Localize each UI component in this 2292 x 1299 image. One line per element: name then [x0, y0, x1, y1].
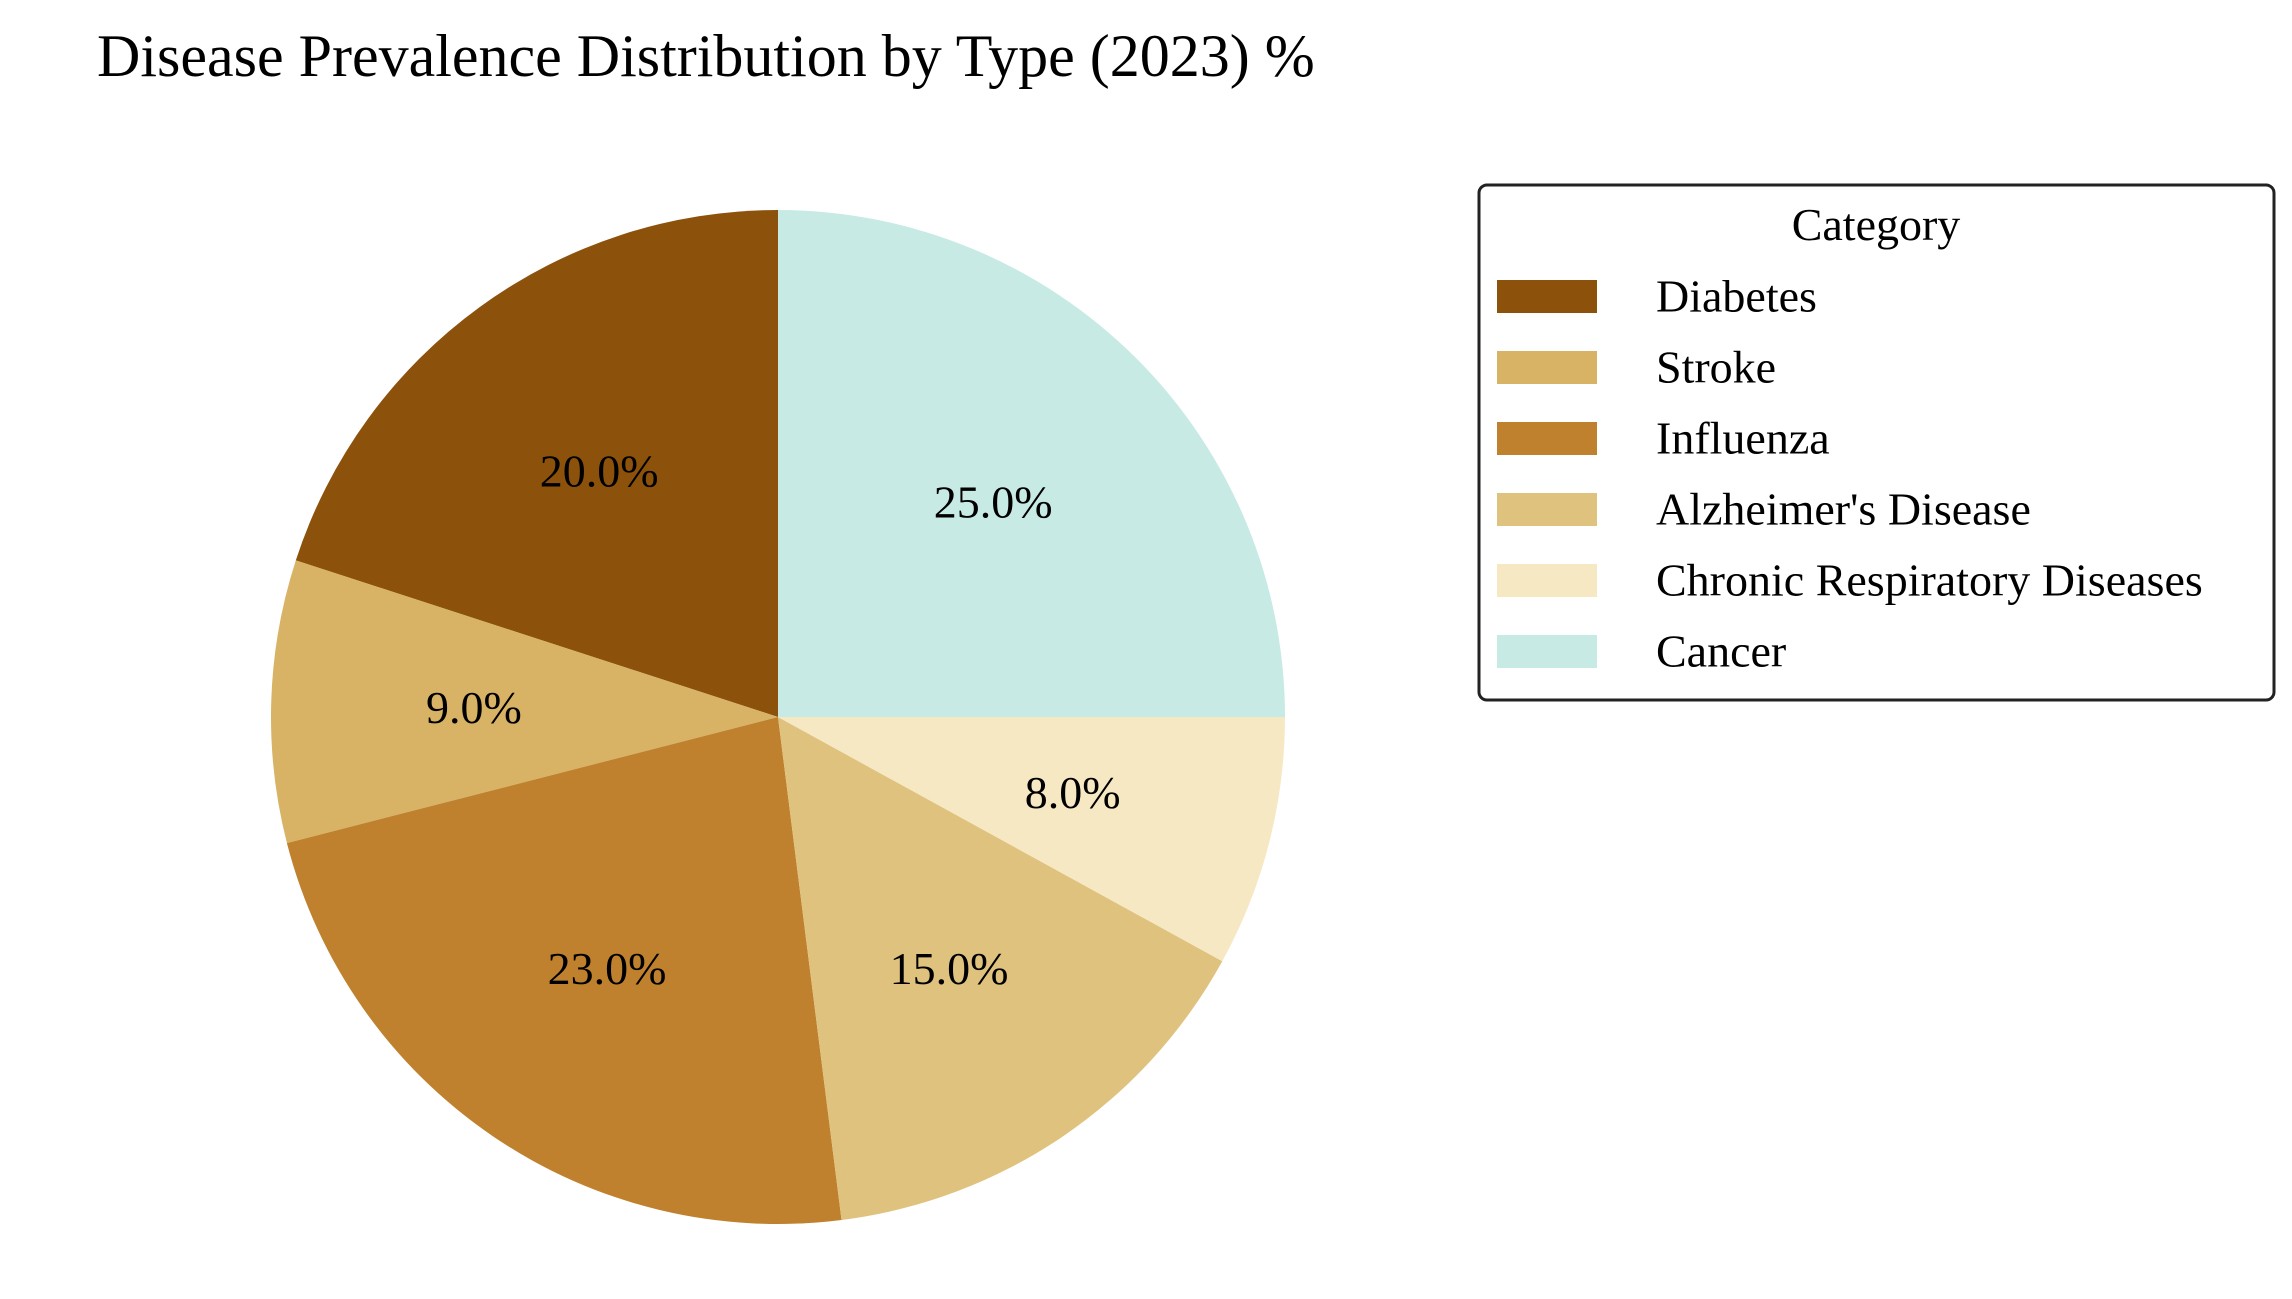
legend-items: Diabetes Stroke Influenza Alzheimer's Disea…	[1497, 271, 2203, 677]
legend-label-diabetes: Diabetes	[1656, 271, 1817, 322]
pie-slice-chronic-respiratory-diseases	[778, 717, 1285, 962]
legend-label-cancer: Cancer	[1656, 626, 1786, 677]
legend-item-stroke: Stroke	[1497, 342, 1776, 393]
legend-item-chronic-respiratory-diseases: Chronic Respiratory Diseases	[1497, 555, 2203, 606]
legend-item-cancer: Cancer	[1497, 626, 1786, 677]
legend: Category Diabetes Stroke Influenza Alzheime…	[1477, 183, 2276, 702]
pie-slice-alzheimer-s-disease	[778, 717, 1223, 1221]
pie-slice-diabetes	[295, 210, 778, 717]
chart-title: Disease Prevalence Distribution by Type …	[97, 23, 1315, 89]
pie-slice-cancer	[778, 210, 1285, 717]
legend-item-alzheimer-s-disease: Alzheimer's Disease	[1497, 484, 2031, 535]
pie-label-diabetes: 20.0%	[540, 445, 659, 496]
pie-label-cancer: 25.0%	[934, 476, 1053, 527]
pie-slice-influenza	[286, 717, 842, 1225]
legend-swatch-stroke	[1497, 351, 1597, 384]
pie-slices	[271, 210, 1285, 1225]
legend-swatch-diabetes	[1497, 280, 1597, 313]
legend-swatch-alzheimer-s-disease	[1497, 493, 1597, 526]
legend-item-diabetes: Diabetes	[1497, 271, 1817, 322]
pie-percent-labels: 20.0% 9.0% 23.0% 15.0% 8.0% 25.0%	[426, 445, 1121, 994]
pie-slice-stroke	[271, 560, 778, 844]
legend-label-stroke: Stroke	[1656, 342, 1776, 393]
legend-swatch-influenza	[1497, 422, 1597, 455]
pie-label-alzheimer-s-disease: 15.0%	[890, 943, 1009, 994]
pie-label-influenza: 23.0%	[548, 943, 667, 994]
legend-item-influenza: Influenza	[1497, 413, 1830, 464]
legend-swatch-cancer	[1497, 635, 1597, 668]
legend-label-alzheimer-s-disease: Alzheimer's Disease	[1656, 484, 2031, 535]
legend-label-chronic-respiratory-diseases: Chronic Respiratory Diseases	[1656, 555, 2203, 606]
legend-title: Category	[1792, 199, 1961, 250]
legend-frame	[1477, 183, 2276, 702]
pie-label-stroke: 9.0%	[426, 682, 522, 733]
legend-swatch-chronic-respiratory-diseases	[1497, 564, 1597, 597]
pie-label-chronic-respiratory-diseases: 8.0%	[1025, 767, 1121, 818]
legend-label-influenza: Influenza	[1656, 413, 1830, 464]
